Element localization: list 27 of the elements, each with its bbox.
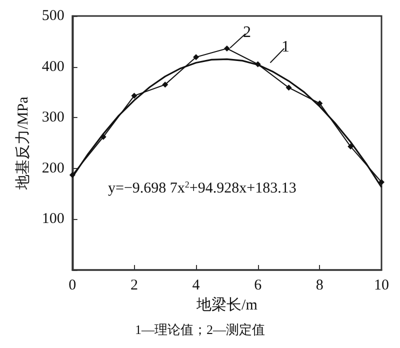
point (162, 82, 168, 88)
y-tick-label: 200 (42, 160, 64, 176)
point (378, 179, 384, 186)
legend-label: 2 (242, 24, 251, 41)
text: 1—理论值；2—测定值 (135, 322, 265, 337)
x-tick-label: 6 (254, 278, 262, 294)
x-tick-label: 0 (68, 278, 76, 294)
point (224, 46, 230, 52)
point (131, 92, 138, 99)
y-axis-title: 地基反力/MPa (14, 96, 32, 190)
point (69, 172, 76, 178)
point (316, 100, 323, 106)
x-axis-title: 地梁长/m (196, 296, 258, 314)
y-tick-label: 500 (42, 8, 64, 24)
point (193, 54, 200, 60)
point (100, 134, 106, 140)
point (348, 144, 354, 150)
x-tick-label: 10 (374, 278, 389, 294)
x-tick-label: 8 (316, 278, 324, 294)
point (286, 84, 292, 91)
y-tick-label: 100 (42, 211, 64, 228)
legend-label: 1 (282, 38, 290, 56)
x-tick-label: 4 (192, 278, 200, 294)
y-tick-label: 300 (42, 110, 64, 126)
x-tick-label: 2 (130, 278, 138, 294)
point (254, 61, 261, 68)
y-tick-label: 400 (42, 58, 64, 75)
